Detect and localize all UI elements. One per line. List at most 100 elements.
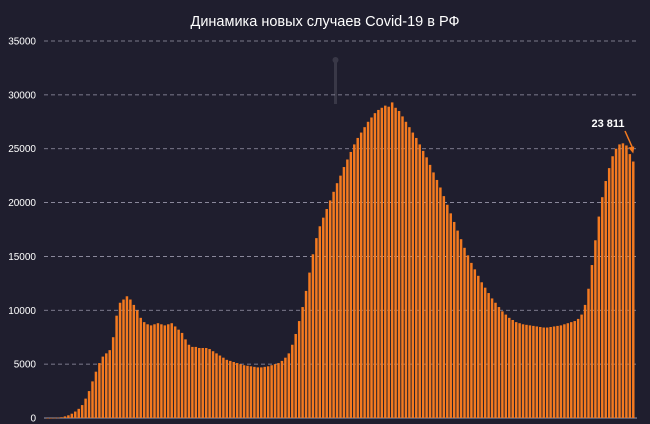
bar bbox=[446, 204, 449, 418]
bar bbox=[198, 347, 201, 418]
bar bbox=[246, 365, 249, 418]
bar bbox=[108, 350, 111, 418]
bar bbox=[167, 324, 170, 418]
bar bbox=[325, 209, 328, 418]
bar bbox=[501, 311, 504, 418]
bar bbox=[604, 181, 607, 418]
bar bbox=[587, 288, 590, 418]
bar bbox=[618, 144, 621, 418]
bar bbox=[390, 102, 394, 419]
bar bbox=[573, 321, 576, 418]
bar bbox=[56, 417, 60, 419]
bar bbox=[84, 398, 87, 418]
bar bbox=[408, 127, 411, 419]
bar bbox=[359, 132, 363, 418]
y-tick-label: 30000 bbox=[8, 90, 36, 101]
y-tick-label: 0 bbox=[30, 414, 36, 424]
bar bbox=[149, 325, 153, 418]
bar bbox=[87, 391, 91, 418]
bar bbox=[125, 296, 129, 418]
bar bbox=[63, 416, 67, 418]
bar bbox=[253, 366, 256, 418]
bar bbox=[156, 323, 160, 418]
y-tick-label: 25000 bbox=[8, 144, 36, 155]
bar bbox=[111, 337, 115, 418]
y-tick-label: 35000 bbox=[8, 37, 36, 48]
bar bbox=[373, 113, 377, 419]
bar bbox=[525, 324, 528, 418]
bar bbox=[483, 287, 487, 418]
bar bbox=[363, 127, 366, 419]
y-tick-label: 10000 bbox=[8, 306, 36, 317]
bar bbox=[401, 116, 404, 419]
bar bbox=[70, 413, 74, 418]
bar bbox=[91, 381, 94, 418]
bar bbox=[535, 326, 539, 418]
bar bbox=[432, 172, 435, 418]
bar bbox=[142, 322, 146, 418]
bar bbox=[580, 314, 583, 418]
bar bbox=[473, 269, 477, 418]
bar bbox=[328, 200, 332, 418]
bar bbox=[163, 325, 167, 418]
bar bbox=[322, 217, 325, 418]
bar bbox=[514, 322, 518, 418]
annotation-arrowhead bbox=[628, 146, 635, 154]
bar bbox=[194, 346, 198, 418]
bar bbox=[394, 107, 397, 418]
bar bbox=[60, 417, 63, 418]
bar bbox=[477, 275, 480, 418]
bar bbox=[542, 327, 545, 418]
bar bbox=[287, 353, 291, 418]
bar bbox=[270, 365, 273, 418]
bar bbox=[153, 324, 156, 418]
bar bbox=[528, 325, 532, 418]
bar bbox=[439, 187, 442, 418]
bar bbox=[353, 144, 356, 418]
bar bbox=[490, 298, 494, 418]
bar bbox=[132, 304, 136, 418]
bar bbox=[294, 333, 297, 418]
bar bbox=[177, 329, 180, 418]
bar bbox=[291, 344, 294, 418]
bar bbox=[146, 324, 149, 418]
bar bbox=[335, 183, 339, 418]
bar bbox=[532, 325, 535, 418]
bar bbox=[318, 226, 322, 418]
bar bbox=[342, 167, 346, 418]
bar bbox=[349, 151, 353, 418]
bar bbox=[98, 363, 101, 418]
bar bbox=[122, 299, 125, 418]
bar bbox=[101, 356, 105, 418]
bar bbox=[511, 319, 514, 418]
bar bbox=[549, 326, 552, 418]
bar bbox=[263, 366, 266, 418]
bar bbox=[421, 150, 425, 418]
y-tick-label: 20000 bbox=[8, 198, 36, 209]
bar bbox=[304, 290, 308, 418]
bar bbox=[232, 361, 235, 418]
bar bbox=[377, 109, 380, 418]
watermark-logo bbox=[227, 57, 340, 328]
bar bbox=[297, 321, 301, 418]
bar bbox=[487, 293, 490, 418]
bar bbox=[621, 143, 625, 418]
bar bbox=[273, 364, 277, 418]
bar bbox=[308, 272, 311, 418]
bar bbox=[180, 332, 184, 418]
bar bbox=[628, 154, 632, 418]
bar bbox=[566, 323, 570, 418]
bar bbox=[463, 247, 466, 418]
bar bbox=[384, 105, 387, 418]
bar bbox=[425, 157, 428, 418]
bar bbox=[204, 347, 208, 418]
bar bbox=[435, 179, 439, 418]
bar bbox=[239, 364, 242, 418]
bar bbox=[370, 117, 373, 418]
bar bbox=[346, 159, 349, 419]
bar bbox=[397, 111, 401, 418]
bar bbox=[452, 221, 456, 418]
bar bbox=[118, 302, 122, 418]
bar bbox=[594, 240, 597, 418]
